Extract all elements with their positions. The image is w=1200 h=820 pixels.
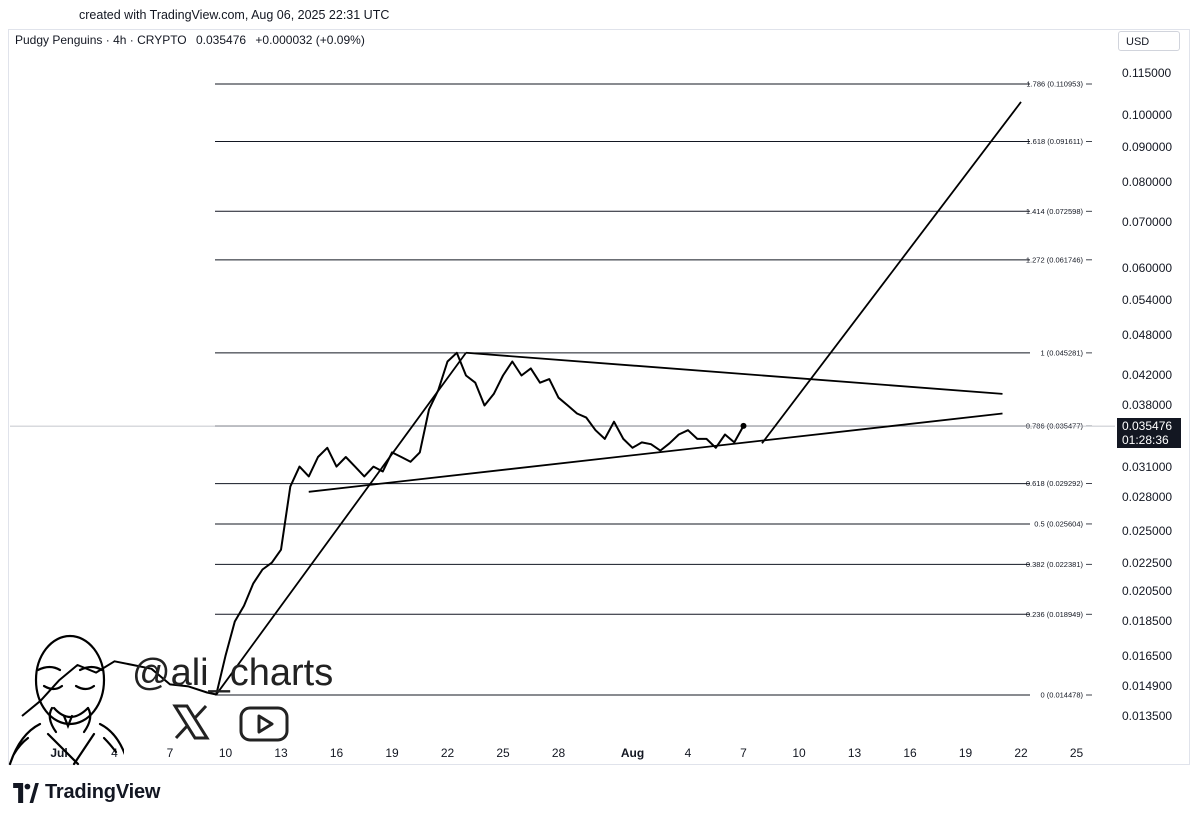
y-tick-label: 0.100000 [1122,108,1173,123]
symbol-name[interactable]: Pudgy Penguins · 4h · CRYPTO [15,33,187,47]
x-tick-label: Aug [620,746,645,760]
x-tick-label: 16 [329,746,344,760]
y-tick-label: 0.115000 [1122,66,1172,81]
tradingview-brand[interactable]: TradingView [12,781,160,804]
created-with-label: created with TradingView.com, Aug 06, 20… [79,8,390,22]
y-tick-label: 0.013500 [1122,708,1173,723]
x-tick-label: 7 [740,746,747,760]
x-tick-label: 10 [792,746,806,760]
y-tick-label: 0.028000 [1122,490,1173,505]
y-tick-label: 0.080000 [1122,175,1173,190]
x-tick-label: 28 [551,746,566,760]
x-tick-label: 4 [111,746,118,760]
x-tick-label: 19 [958,746,973,760]
chart-frame [8,29,1190,765]
x-tick-label: 22 [1014,746,1028,760]
last-price-tag: 0.035476 01:28:36 [1117,418,1181,448]
y-tick-label: 0.038000 [1122,398,1173,413]
x-tick-label: 13 [847,746,862,760]
symbol-change: +0.000032 (+0.09%) [255,33,365,47]
y-tick-label: 0.054000 [1122,293,1173,308]
y-tick-label: 0.018500 [1122,614,1173,629]
x-tick-label: 25 [1069,746,1084,760]
y-tick-label: 0.016500 [1122,648,1173,663]
y-tick-label: 0.031000 [1122,459,1173,474]
youtube-logo-icon [239,706,289,742]
x-tick-label: 4 [684,746,692,760]
y-tick-label: 0.090000 [1122,139,1173,154]
x-tick-label: 25 [496,746,510,760]
x-tick-label: 16 [903,746,917,760]
y-tick-label: 0.060000 [1122,261,1173,276]
symbol-price: 0.035476 [196,33,247,47]
y-tick-label: 0.020500 [1122,583,1173,598]
symbol-header: Pudgy Penguins · 4h · CRYPTO 0.035476 +0… [15,33,365,47]
x-tick-label: 22 [440,746,455,760]
x-tick-label: 19 [385,746,399,760]
y-tick-label: 0.022500 [1122,555,1173,570]
tradingview-wordmark: TradingView [45,781,161,803]
watermark-handle: @ali_charts [132,652,334,694]
bar-countdown: 01:28:36 [1122,433,1169,447]
last-price-value: 0.035476 [1122,419,1173,433]
y-tick-label: 0.025000 [1122,524,1173,539]
currency-button[interactable]: USD [1118,31,1180,51]
y-tick-label: 0.042000 [1122,368,1173,383]
y-tick-label: 0.070000 [1122,215,1173,230]
y-tick-label: 0.048000 [1122,328,1173,343]
tradingview-logo-icon [13,782,39,803]
x-tick-label: 13 [274,746,288,760]
x-tick-label: 10 [218,746,233,760]
x-logo-icon [172,704,210,740]
x-tick-label: 7 [166,746,174,760]
y-tick-label: 0.014900 [1122,679,1173,694]
avatar-illustration [8,634,124,766]
